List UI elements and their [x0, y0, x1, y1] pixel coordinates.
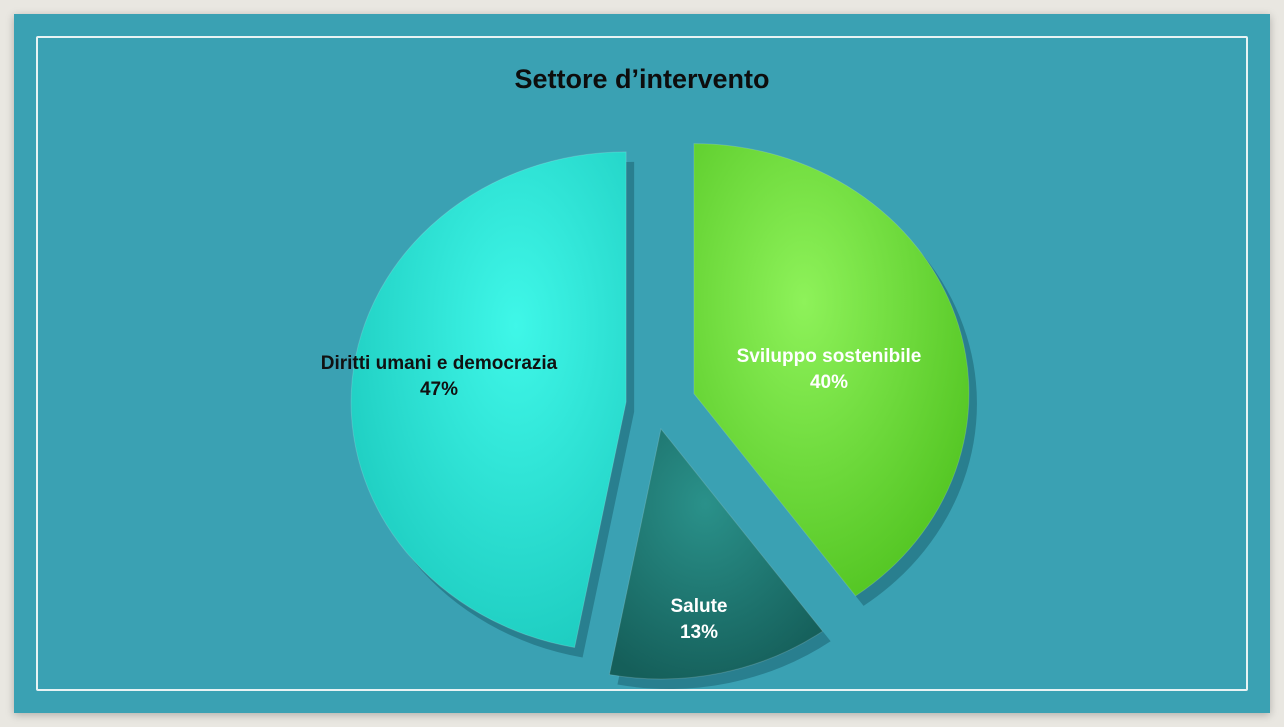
pie-slice-diritti-umani-e-democrazia: [350, 151, 627, 649]
pie-slice-salute: [608, 427, 824, 680]
chart-title: Settore d’intervento: [514, 64, 770, 94]
pie-slice-sviluppo-sostenibile: [693, 143, 970, 597]
slice-value-label: 40%: [810, 372, 848, 393]
slide-background: Settore d’intervento Sviluppo sostenibil…: [14, 14, 1270, 713]
slide-border: [36, 36, 1248, 691]
slice-value-label: 47%: [420, 379, 458, 400]
slice-label: Sviluppo sostenibile: [737, 346, 922, 367]
pie-chart: Sviluppo sostenibile 40% Salute 13% Diritti …: [321, 143, 977, 689]
slice-label: Salute: [670, 596, 727, 617]
slice-value-label: 13%: [680, 622, 718, 643]
slice-label: Diritti umani e democrazia: [321, 353, 558, 374]
